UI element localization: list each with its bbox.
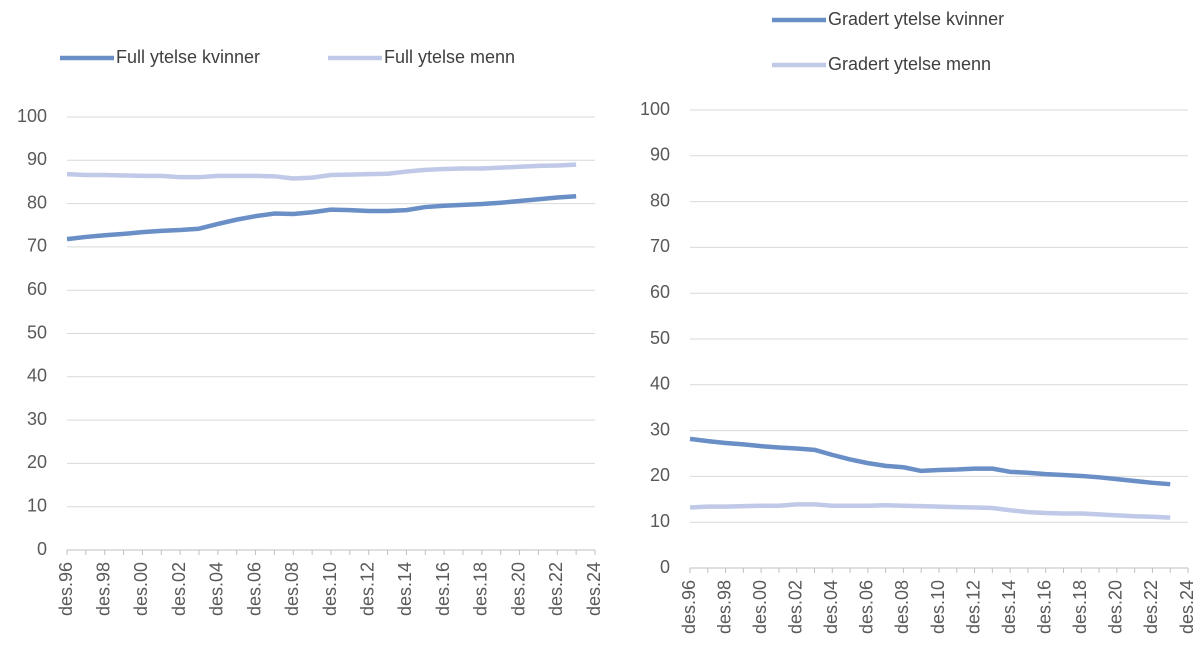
x-tick-label: des.96	[679, 580, 699, 634]
x-tick-label: des.02	[169, 562, 189, 616]
x-tick-label: des.22	[546, 562, 566, 616]
y-tick-label: 90	[27, 149, 47, 169]
y-tick-label: 10	[27, 495, 47, 515]
x-tick-label: des.24	[1177, 580, 1197, 634]
x-tick-label: des.20	[1106, 580, 1126, 634]
x-tick-label: des.00	[750, 580, 770, 634]
x-tick-label: des.14	[999, 580, 1019, 634]
legend-label: Full ytelse kvinner	[116, 47, 260, 67]
y-tick-label: 40	[650, 374, 670, 394]
x-tick-label: des.18	[1070, 580, 1090, 634]
y-tick-label: 0	[660, 557, 670, 577]
y-tick-label: 40	[27, 366, 47, 386]
y-tick-label: 80	[27, 192, 47, 212]
x-tick-label: des.06	[244, 562, 264, 616]
x-tick-label: des.10	[928, 580, 948, 634]
y-tick-label: 60	[27, 279, 47, 299]
y-tick-label: 30	[650, 419, 670, 439]
x-tick-label: des.04	[821, 580, 841, 634]
y-tick-label: 0	[37, 539, 47, 559]
x-tick-label: des.06	[857, 580, 877, 634]
x-tick-label: des.00	[131, 562, 151, 616]
y-tick-label: 70	[650, 236, 670, 256]
x-tick-label: des.10	[320, 562, 340, 616]
x-tick-label: des.98	[714, 580, 734, 634]
y-tick-label: 70	[27, 236, 47, 256]
x-tick-label: des.96	[56, 562, 76, 616]
y-tick-label: 20	[27, 452, 47, 472]
x-tick-label: des.24	[584, 562, 604, 616]
x-tick-label: des.02	[785, 580, 805, 634]
y-tick-label: 10	[650, 511, 670, 531]
x-tick-label: des.20	[508, 562, 528, 616]
y-tick-label: 50	[650, 328, 670, 348]
x-tick-label: des.16	[1034, 580, 1054, 634]
x-tick-label: des.08	[282, 562, 302, 616]
x-tick-label: des.18	[471, 562, 491, 616]
y-tick-label: 80	[650, 190, 670, 210]
x-tick-label: des.12	[357, 562, 377, 616]
x-tick-label: des.98	[93, 562, 113, 616]
legend-label: Gradert ytelse kvinner	[828, 9, 1004, 29]
y-tick-label: 100	[17, 106, 47, 126]
series-line	[66, 193, 577, 242]
series-line	[689, 502, 1171, 520]
series-line	[689, 436, 1171, 487]
legend-label: Full ytelse menn	[384, 47, 515, 67]
series-line	[66, 162, 577, 181]
x-tick-label: des.04	[207, 562, 227, 616]
x-tick-label: des.22	[1141, 580, 1161, 634]
x-tick-label: des.14	[395, 562, 415, 616]
y-tick-label: 90	[650, 145, 670, 165]
x-tick-label: des.12	[963, 580, 983, 634]
y-tick-label: 100	[640, 99, 670, 119]
legend-label: Gradert ytelse menn	[828, 54, 991, 74]
y-tick-label: 20	[650, 465, 670, 485]
x-tick-label: des.16	[433, 562, 453, 616]
x-tick-label: des.08	[892, 580, 912, 634]
y-tick-label: 50	[27, 322, 47, 342]
y-tick-label: 30	[27, 409, 47, 429]
y-tick-label: 60	[650, 282, 670, 302]
